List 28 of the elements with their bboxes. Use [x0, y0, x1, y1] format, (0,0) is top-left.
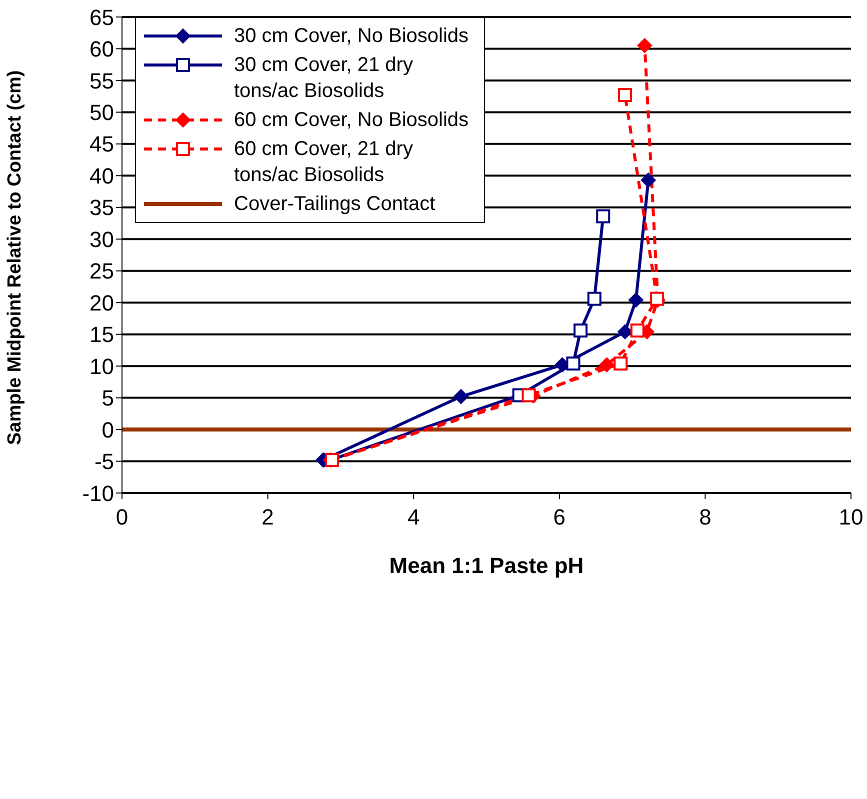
y-tick-label: 5: [102, 386, 114, 411]
legend-label: 30 cm Cover, No Biosolids: [234, 24, 469, 49]
y-tick-label: 30: [90, 226, 114, 252]
x-tick-label: 2: [262, 504, 274, 530]
y-tick-label: 65: [90, 4, 114, 30]
y-tick-label: 40: [90, 163, 114, 188]
y-tick-label: 50: [90, 100, 114, 126]
x-tick-label: 6: [553, 504, 566, 530]
y-tick-label: 35: [90, 195, 114, 220]
y-tick-label: 15: [90, 322, 114, 348]
y-tick-label: 10: [90, 354, 114, 379]
y-tick-label: 20: [90, 290, 114, 316]
legend-label: Cover-Tailings Contact: [234, 192, 436, 217]
legend-label: 60 cm Cover, 21 dry tons/ac Biosolids: [234, 137, 414, 188]
y-tick-label: 60: [90, 36, 114, 62]
x-tick-label: 4: [407, 504, 420, 530]
y-tick-label: 45: [90, 132, 114, 157]
x-axis-title: Mean 1:1 Paste pH: [389, 553, 584, 578]
legend-label: 30 cm Cover, 21 dry tons/ac Biosolids: [234, 53, 414, 104]
y-axis-title: Sample Midpoint Relative to Contact (cm): [4, 70, 26, 445]
y-tick-label: -10: [82, 480, 114, 506]
legend-label: 60 cm Cover, No Biosolids: [234, 108, 469, 133]
y-tick-label: 0: [102, 417, 114, 442]
y-tick-label: 25: [90, 258, 114, 284]
y-tick-label: -5: [94, 449, 114, 474]
x-tick-label: 10: [838, 504, 864, 530]
y-tick-label: 55: [90, 68, 114, 94]
x-tick-label: 8: [699, 504, 712, 530]
